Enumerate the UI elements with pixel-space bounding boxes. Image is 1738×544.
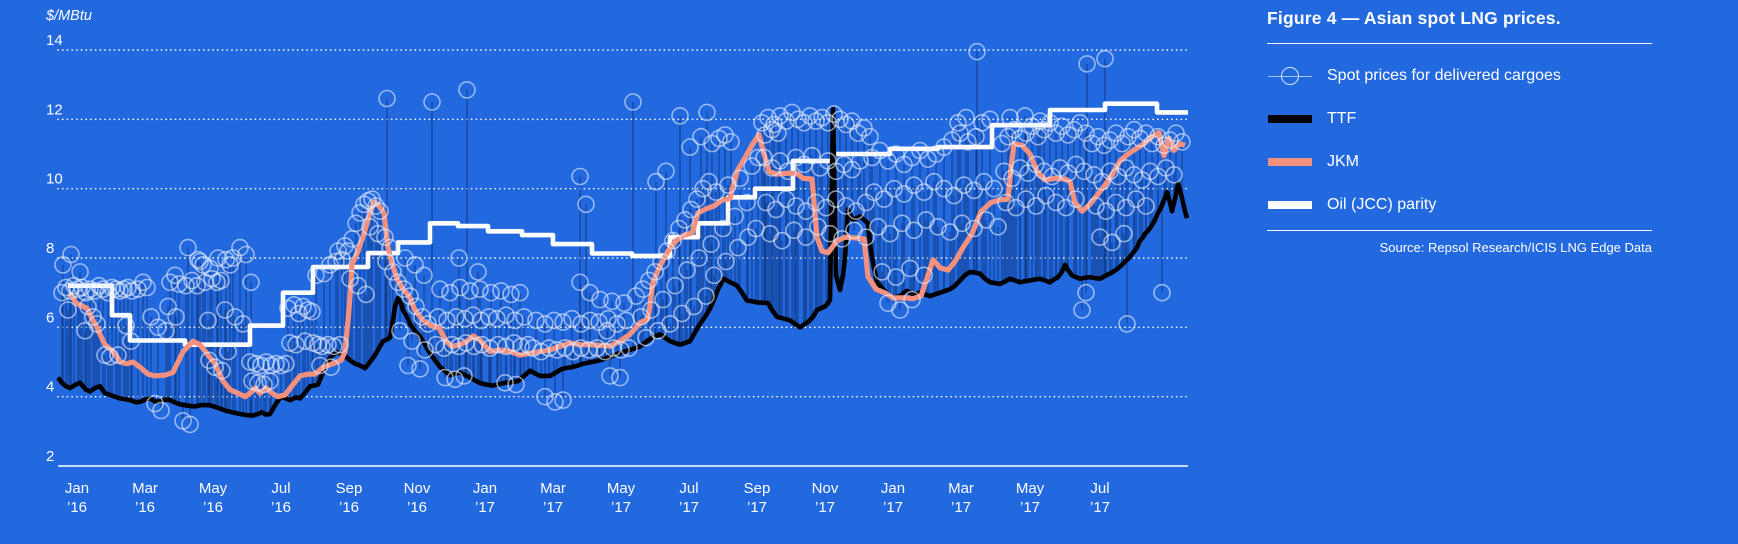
legend-label-jcc: Oil (JCC) parity (1327, 195, 1437, 213)
x-tick-month: Jan (65, 480, 89, 497)
x-tick-month: Jan (473, 480, 497, 497)
legend-item-spot: Spot prices for delivered cargoes (1267, 54, 1652, 97)
x-tick-year: ’16 (203, 499, 223, 516)
legend-item-jcc: Oil (JCC) parity (1267, 183, 1652, 226)
legend-items: Spot prices for delivered cargoes TTF JK… (1267, 44, 1652, 230)
x-tick-year: ’17 (1020, 499, 1040, 516)
x-tick-year: ’17 (883, 499, 903, 516)
x-tick-month: Sep (744, 480, 771, 497)
x-tick-month: Nov (404, 480, 431, 497)
x-tick-month: May (199, 480, 228, 497)
x-tick-year: ’17 (815, 499, 835, 516)
x-tick-month: Mar (948, 480, 974, 497)
source-note: Source: Repsol Research/ICIS LNG Edge Da… (1379, 240, 1652, 255)
x-tick-year: ’16 (407, 499, 427, 516)
legend-top-rule (1267, 43, 1652, 44)
x-tick-month: Jul (271, 480, 290, 497)
x-tick-month: Jul (1090, 480, 1109, 497)
legend-label-jkm: JKM (1327, 152, 1359, 170)
y-tick-label: 4 (46, 379, 54, 396)
x-tick-month: Sep (336, 480, 363, 497)
y-tick-label: 12 (46, 101, 63, 118)
jcc-parity-line (68, 101, 1188, 348)
x-tick-month: Jul (679, 480, 698, 497)
x-tick-month: May (607, 480, 636, 497)
x-tick-year: ’17 (747, 499, 767, 516)
legend-item-ttf: TTF (1267, 97, 1652, 140)
y-tick-label: 2 (46, 448, 54, 465)
x-tick-month: Nov (812, 480, 839, 497)
x-tick-year: ’17 (543, 499, 563, 516)
jcc-line-icon (1267, 200, 1313, 209)
legend-bottom-rule (1267, 230, 1652, 231)
y-tick-label: 14 (46, 32, 63, 49)
x-tick-year: ’16 (339, 499, 359, 516)
legend-item-jkm: JKM (1267, 140, 1652, 183)
legend-panel: Figure 4 — Asian spot LNG prices. Spot p… (1267, 8, 1652, 255)
ttf-line-icon (1267, 114, 1313, 123)
spot-circle-icon (1267, 66, 1313, 85)
x-tick-year: ’17 (611, 499, 631, 516)
x-tick-month: Jan (881, 480, 905, 497)
y-axis-unit: $/MBtu (45, 8, 92, 24)
x-tick-month: Mar (132, 480, 158, 497)
figure-title: Figure 4 — Asian spot LNG prices. (1267, 8, 1561, 28)
jkm-line-icon (1267, 157, 1313, 166)
y-tick-label: 8 (46, 240, 54, 257)
x-tick-month: Mar (540, 480, 566, 497)
legend-label-spot: Spot prices for delivered cargoes (1327, 66, 1561, 84)
x-tick-labels: Jan ’16 Mar ’16 May ’16 Jul ’16 Sep ’16 Nov ’16 Jan ’… (65, 480, 1110, 516)
x-tick-year: ’17 (1090, 499, 1110, 516)
x-tick-month: May (1016, 480, 1045, 497)
x-tick-year: ’16 (67, 499, 87, 516)
x-tick-year: ’16 (135, 499, 155, 516)
y-tick-label: 10 (46, 171, 63, 188)
legend-label-ttf: TTF (1327, 109, 1357, 127)
x-tick-year: ’17 (475, 499, 495, 516)
x-tick-year: ’17 (679, 499, 699, 516)
x-tick-year: ’17 (951, 499, 971, 516)
y-tick-label: 6 (46, 309, 54, 326)
spot-price-circles (53, 42, 1191, 434)
x-tick-year: ’16 (271, 499, 291, 516)
